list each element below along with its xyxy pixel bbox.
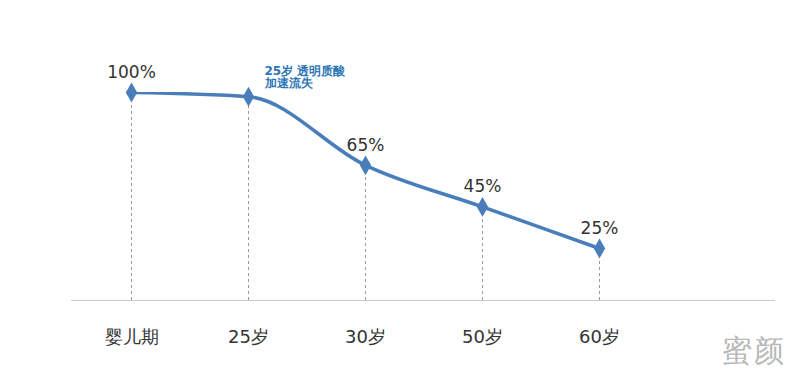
svg-text:45%: 45% bbox=[464, 176, 502, 196]
svg-text:婴儿期: 婴儿期 bbox=[105, 326, 159, 347]
svg-text:50岁: 50岁 bbox=[462, 326, 503, 347]
svg-text:25岁: 25岁 bbox=[228, 326, 269, 347]
svg-text:25%: 25% bbox=[581, 218, 619, 238]
svg-text:30岁: 30岁 bbox=[345, 326, 386, 347]
svg-text:100%: 100% bbox=[107, 62, 156, 82]
svg-text:60岁: 60岁 bbox=[579, 326, 620, 347]
html-text:蜜颜: 蜜颜 bbox=[722, 333, 786, 368]
svg-text:25岁 透明质酸加速流失: 25岁 透明质酸加速流失 bbox=[264, 64, 347, 90]
svg-text:65%: 65% bbox=[347, 135, 385, 155]
